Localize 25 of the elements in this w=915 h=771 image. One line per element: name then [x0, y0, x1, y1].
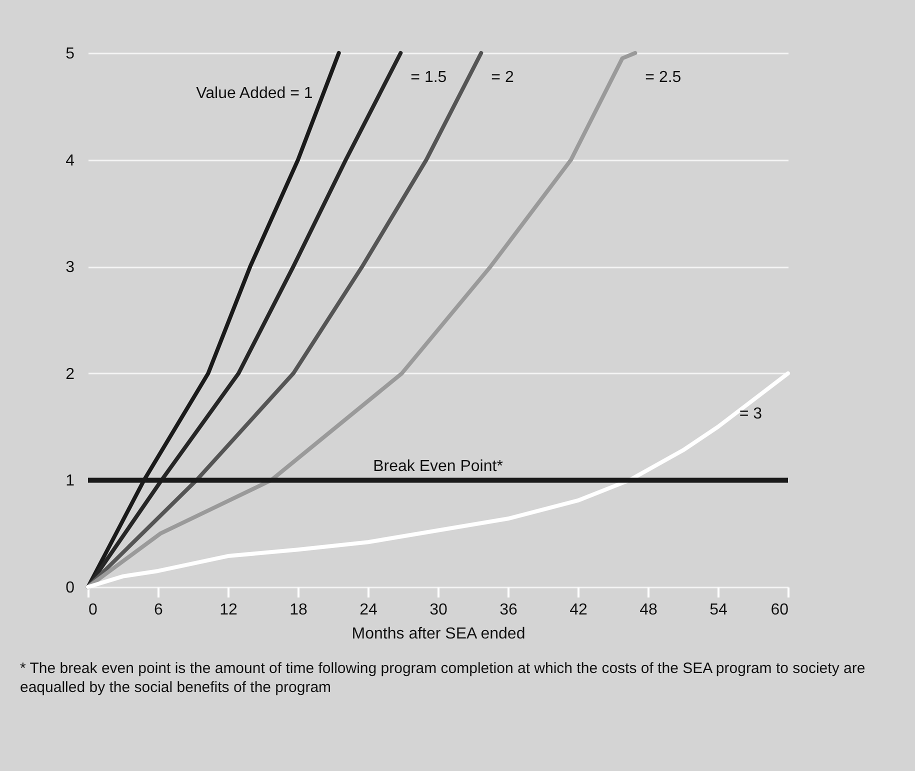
y-tick-label: 3: [66, 259, 75, 276]
series-label: = 3: [739, 405, 762, 422]
x-tick-label: 24: [360, 602, 378, 618]
x-tick-label: 54: [710, 602, 728, 618]
x-tick-label: 42: [570, 602, 588, 618]
x-tick-label: 60: [770, 602, 789, 618]
x-tick-label: 48: [640, 602, 658, 618]
x-axis-title: Months after SEA ended: [352, 626, 526, 642]
y-tick-label: 0: [66, 580, 75, 596]
series-label: = 2.5: [645, 69, 682, 86]
x-tick-label: 12: [220, 602, 238, 618]
text: * The break even point is the amount of time following program completion at which the costs of the SEA program to society are eaqualled by the social benefits of the program: [20, 660, 866, 698]
x-tick-label: 6: [154, 602, 164, 618]
x-tick-label: 30: [430, 602, 448, 618]
ref-line-label: Break Even Point*: [373, 458, 503, 476]
x-tick-label: 0: [88, 602, 98, 618]
y-tick-label: 1: [66, 472, 75, 490]
x-tick-label: 36: [500, 602, 518, 618]
y-tick-label: 4: [66, 152, 75, 170]
series-label: = 1.5: [410, 69, 447, 86]
x-tick-label: 18: [290, 602, 308, 618]
series-label: = 2: [491, 69, 514, 86]
y-tick-label: 5: [66, 46, 75, 62]
series-label: Value Added = 1: [196, 85, 313, 102]
y-tick-label: 2: [66, 366, 75, 383]
